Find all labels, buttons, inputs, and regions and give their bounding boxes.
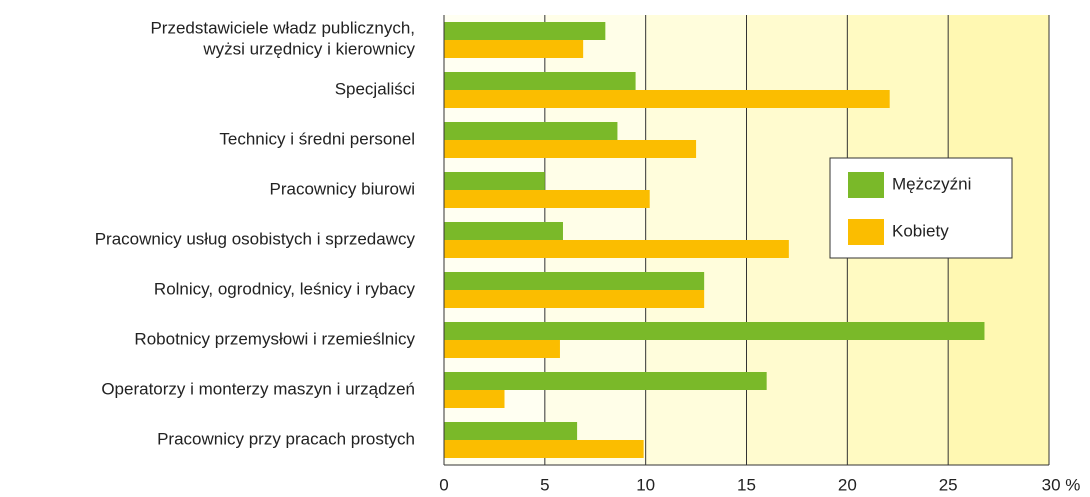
y-tick-label: Operatorzy i monterzy maszyn i urządzeń	[101, 379, 415, 398]
bar	[444, 72, 636, 90]
x-tick-label: 30 %	[1042, 475, 1081, 494]
y-tick-label: Rolnicy, ogrodnicy, leśnicy i rybacy	[154, 279, 416, 298]
y-tick-label: Technicy i średni personel	[219, 129, 415, 148]
bar	[444, 390, 505, 408]
y-tick-label: Pracownicy przy pracach prostych	[157, 429, 415, 448]
bar	[444, 222, 563, 240]
bar	[444, 240, 789, 258]
bar	[444, 172, 545, 190]
x-tick-label: 5	[540, 475, 549, 494]
legend-label: Kobiety	[892, 221, 949, 240]
bar	[444, 122, 618, 140]
legend-swatch	[848, 219, 884, 245]
x-tick-label: 15	[737, 475, 756, 494]
bar	[444, 272, 705, 290]
x-tick-label: 20	[838, 475, 857, 494]
y-tick-label: Specjaliści	[335, 79, 415, 98]
bar	[444, 372, 767, 390]
bar	[444, 22, 606, 40]
bar	[444, 322, 985, 340]
y-tick-label: Pracownicy biurowi	[270, 179, 416, 198]
bar	[444, 90, 890, 108]
bar	[444, 290, 705, 308]
bar	[444, 340, 560, 358]
x-tick-label: 10	[636, 475, 655, 494]
bar	[444, 422, 578, 440]
y-tick-label: Przedstawiciele władz publicznych, wyżsi …	[150, 19, 415, 59]
x-tick-label: 0	[439, 475, 448, 494]
bar	[444, 140, 697, 158]
x-tick-label: 25	[939, 475, 958, 494]
y-tick-label: Pracownicy usług osobistych i sprzedawcy	[95, 229, 416, 248]
y-tick-label: Robotnicy przemysłowi i rzemieślnicy	[134, 329, 415, 348]
legend-label: Mężczyźni	[892, 174, 971, 193]
legend-swatch	[848, 172, 884, 198]
bar	[444, 440, 644, 458]
bar	[444, 40, 584, 58]
bar	[444, 190, 650, 208]
